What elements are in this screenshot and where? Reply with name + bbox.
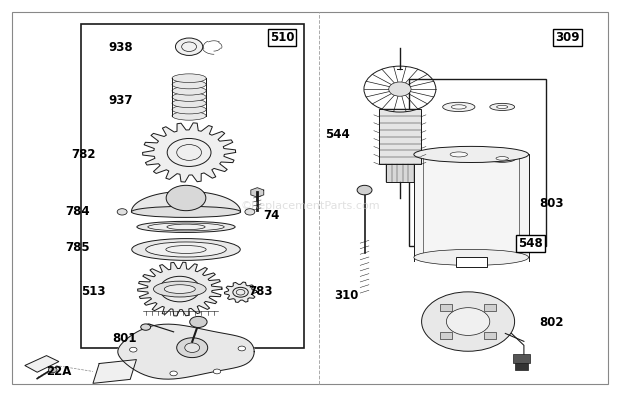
Text: 22A: 22A (46, 365, 72, 378)
Ellipse shape (172, 86, 206, 95)
Text: 513: 513 (81, 285, 105, 297)
Circle shape (177, 338, 208, 358)
Circle shape (117, 209, 127, 215)
Text: 310: 310 (334, 289, 358, 301)
Ellipse shape (414, 249, 528, 265)
Polygon shape (118, 324, 254, 379)
Circle shape (238, 346, 246, 351)
Circle shape (175, 38, 203, 55)
Ellipse shape (496, 156, 508, 160)
Bar (386, 164, 414, 182)
Bar (515, 363, 528, 370)
Text: 309: 309 (555, 31, 580, 44)
Circle shape (357, 185, 372, 195)
Ellipse shape (172, 74, 206, 83)
Circle shape (169, 282, 191, 296)
Polygon shape (131, 191, 241, 212)
Circle shape (177, 145, 202, 160)
Ellipse shape (166, 246, 206, 253)
Circle shape (141, 324, 151, 330)
Ellipse shape (131, 238, 241, 261)
Circle shape (245, 209, 255, 215)
Polygon shape (251, 188, 264, 197)
Ellipse shape (497, 105, 508, 109)
Text: ©ReplacementParts.com: ©ReplacementParts.com (240, 201, 380, 211)
Ellipse shape (164, 285, 195, 293)
Polygon shape (224, 282, 257, 303)
Text: 784: 784 (65, 206, 90, 218)
Ellipse shape (137, 221, 235, 232)
Circle shape (213, 369, 221, 374)
Ellipse shape (172, 93, 206, 101)
Ellipse shape (172, 80, 206, 89)
Text: 785: 785 (65, 241, 90, 254)
Text: 782: 782 (71, 148, 96, 161)
Circle shape (48, 367, 57, 373)
Ellipse shape (167, 224, 205, 230)
Circle shape (166, 185, 206, 211)
Bar (379, 109, 421, 164)
Ellipse shape (450, 152, 467, 157)
Circle shape (446, 308, 490, 335)
Circle shape (170, 371, 177, 376)
Circle shape (182, 42, 197, 51)
Ellipse shape (153, 281, 206, 297)
Bar (484, 332, 496, 339)
Circle shape (167, 139, 211, 166)
Ellipse shape (443, 102, 475, 112)
Text: 937: 937 (108, 95, 133, 107)
Text: 783: 783 (248, 285, 273, 297)
Circle shape (160, 276, 200, 302)
Ellipse shape (131, 206, 241, 217)
Ellipse shape (490, 103, 515, 110)
Bar (484, 305, 496, 311)
Text: 938: 938 (108, 41, 133, 54)
Bar (409, 79, 546, 246)
Text: 548: 548 (518, 237, 542, 250)
Bar (456, 257, 487, 267)
Text: 510: 510 (270, 31, 294, 44)
Circle shape (190, 316, 207, 327)
Text: 803: 803 (539, 198, 564, 210)
Text: 802: 802 (539, 316, 564, 329)
Text: 74: 74 (264, 209, 280, 222)
Text: 801: 801 (112, 332, 136, 345)
Circle shape (185, 343, 200, 352)
Ellipse shape (451, 105, 466, 109)
Circle shape (130, 347, 137, 352)
Circle shape (422, 292, 515, 351)
Bar (81, 24, 304, 348)
Ellipse shape (414, 147, 528, 162)
Ellipse shape (148, 223, 224, 231)
Circle shape (236, 289, 245, 295)
Bar (440, 332, 453, 339)
Ellipse shape (172, 112, 206, 120)
Ellipse shape (172, 105, 206, 114)
Ellipse shape (441, 149, 476, 160)
Bar (414, 154, 528, 257)
Bar (440, 305, 453, 311)
Text: 544: 544 (326, 128, 350, 141)
Ellipse shape (146, 242, 226, 257)
Circle shape (389, 82, 411, 96)
Polygon shape (93, 360, 136, 383)
Bar (513, 354, 530, 363)
Ellipse shape (489, 154, 516, 162)
Ellipse shape (172, 99, 206, 108)
Polygon shape (138, 262, 222, 316)
Circle shape (233, 287, 248, 297)
Polygon shape (143, 123, 236, 182)
Polygon shape (25, 356, 59, 372)
